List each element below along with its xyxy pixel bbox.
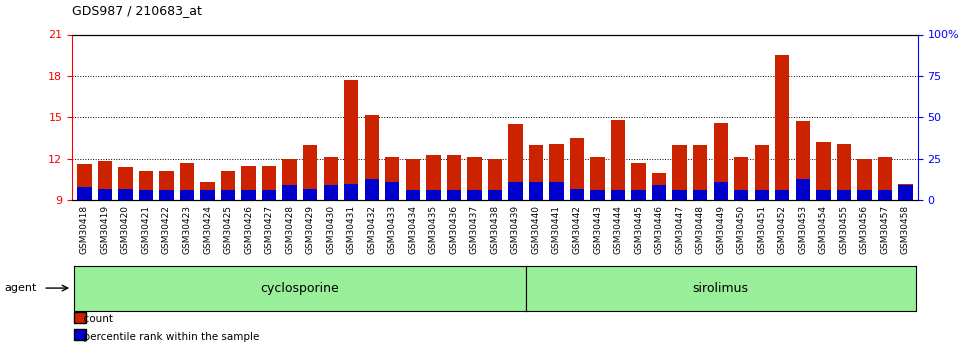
Bar	[241, 166, 256, 190]
Bar	[364, 115, 379, 179]
Bar	[631, 190, 646, 200]
Bar	[899, 185, 913, 200]
Bar	[180, 190, 194, 200]
Bar	[734, 190, 749, 200]
Bar	[385, 182, 400, 200]
Bar	[631, 163, 646, 190]
Bar	[241, 190, 256, 200]
Bar	[77, 187, 91, 200]
Bar	[200, 182, 214, 190]
Text: GDS987 / 210683_at: GDS987 / 210683_at	[72, 4, 202, 17]
Bar	[262, 190, 277, 200]
Bar	[877, 157, 892, 190]
Bar	[899, 184, 913, 185]
Bar	[754, 145, 769, 190]
Bar	[590, 190, 604, 200]
Bar	[118, 188, 133, 200]
Bar	[98, 161, 112, 188]
Bar	[364, 179, 379, 200]
Bar	[673, 190, 687, 200]
Bar	[160, 171, 174, 190]
Text: cyclosporine: cyclosporine	[260, 282, 339, 295]
Bar	[118, 167, 133, 188]
Bar	[283, 185, 297, 200]
Bar	[570, 188, 584, 200]
Bar	[837, 144, 851, 190]
Bar	[488, 159, 502, 190]
Bar	[426, 190, 440, 200]
Bar	[138, 171, 153, 190]
Bar	[324, 157, 338, 185]
Bar	[406, 190, 420, 200]
Bar	[77, 164, 91, 187]
Bar	[406, 159, 420, 190]
Bar	[221, 190, 235, 200]
Bar	[262, 166, 277, 190]
Bar	[200, 190, 214, 200]
Bar	[693, 190, 707, 200]
Bar	[447, 155, 461, 190]
Bar	[857, 159, 872, 190]
Bar	[611, 190, 626, 200]
Text: percentile rank within the sample: percentile rank within the sample	[77, 332, 259, 342]
Bar	[673, 145, 687, 190]
Bar	[652, 185, 666, 200]
Bar	[776, 55, 790, 190]
Bar	[590, 157, 604, 190]
Bar	[713, 182, 727, 200]
Bar	[344, 80, 358, 184]
Bar	[550, 144, 564, 182]
Bar	[550, 182, 564, 200]
Bar	[221, 171, 235, 190]
Bar	[652, 172, 666, 185]
Text: sirolimus: sirolimus	[693, 282, 749, 295]
Bar	[816, 190, 830, 200]
Bar	[713, 123, 727, 182]
Bar	[447, 190, 461, 200]
Bar	[138, 190, 153, 200]
Bar	[488, 190, 502, 200]
Bar	[529, 145, 543, 182]
Bar	[385, 157, 400, 182]
Bar	[426, 155, 440, 190]
Bar	[529, 182, 543, 200]
Bar	[303, 145, 317, 188]
Bar	[324, 185, 338, 200]
Text: agent: agent	[5, 283, 37, 293]
Bar	[816, 142, 830, 190]
Bar	[877, 190, 892, 200]
Bar	[776, 190, 790, 200]
Bar	[796, 121, 810, 179]
Bar	[160, 190, 174, 200]
Bar	[303, 188, 317, 200]
Bar	[611, 120, 626, 190]
Bar	[467, 157, 481, 190]
Bar	[344, 184, 358, 200]
Bar	[180, 163, 194, 190]
Bar	[754, 190, 769, 200]
Bar	[857, 190, 872, 200]
Bar	[837, 190, 851, 200]
Text: count: count	[77, 314, 112, 324]
Bar	[508, 124, 523, 182]
Bar	[508, 182, 523, 200]
Bar	[693, 145, 707, 190]
Bar	[467, 190, 481, 200]
Bar	[570, 138, 584, 188]
Bar	[98, 188, 112, 200]
Bar	[796, 179, 810, 200]
Bar	[283, 159, 297, 185]
Bar	[734, 157, 749, 190]
